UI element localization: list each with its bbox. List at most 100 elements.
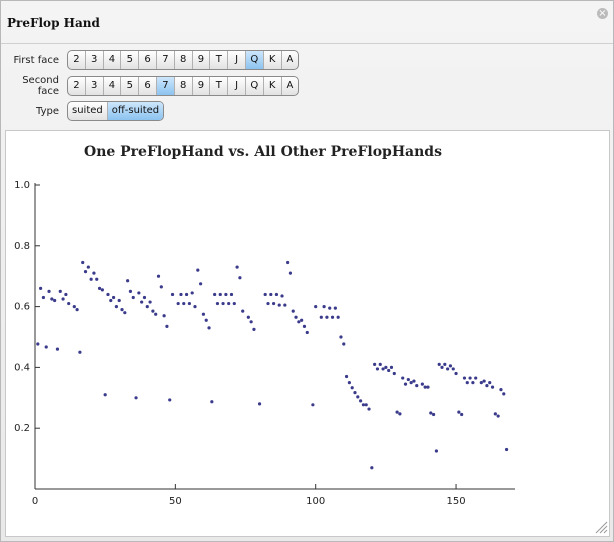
setter-button[interactable]: A: [280, 51, 299, 69]
point: [232, 301, 236, 306]
point: [227, 301, 231, 306]
point: [381, 367, 385, 371]
point: [291, 309, 295, 313]
control-row: Type suited off-suited: [1, 101, 165, 121]
setter-button[interactable]: K: [262, 77, 281, 95]
point: [423, 385, 427, 389]
point: [86, 265, 90, 269]
chart: One PreFlopHand vs. All Other PreFlopHan…: [14, 144, 608, 534]
close-button[interactable]: ×: [597, 8, 608, 19]
setter-button[interactable]: 9: [191, 51, 210, 69]
point: [106, 292, 110, 297]
point: [288, 271, 293, 275]
setter-button[interactable]: J: [227, 51, 245, 69]
point: [294, 315, 298, 319]
setter-button[interactable]: 5: [120, 51, 138, 69]
point: [199, 282, 203, 286]
point: [140, 300, 144, 304]
setter-button[interactable]: 3: [84, 77, 103, 95]
x-tick-label: 0: [32, 496, 38, 507]
point: [493, 412, 497, 416]
point: [378, 362, 382, 366]
point: [415, 384, 419, 388]
point: [145, 305, 149, 309]
point: [55, 347, 60, 351]
setter-button[interactable]: 7: [155, 51, 174, 69]
setter-button[interactable]: 2: [73, 80, 80, 91]
point: [375, 367, 380, 371]
point: [213, 292, 217, 297]
point: [134, 396, 138, 400]
point: [280, 294, 284, 298]
setter-button[interactable]: 9: [191, 77, 210, 95]
setter-button[interactable]: off-suited: [106, 102, 164, 120]
point: [305, 330, 309, 335]
point: [451, 367, 455, 371]
point: [83, 270, 88, 274]
point: [311, 403, 315, 407]
point: [263, 292, 267, 297]
setter-button[interactable]: K: [262, 51, 281, 69]
setter-button[interactable]: T: [209, 77, 227, 95]
panel-title: PreFlop Hand: [7, 16, 100, 30]
point: [361, 403, 366, 407]
setter-button[interactable]: 4: [102, 77, 121, 95]
setter-button[interactable]: 3: [84, 51, 103, 69]
point: [257, 402, 262, 406]
point: [384, 365, 388, 369]
point: [499, 387, 503, 392]
setter-button[interactable]: 8: [173, 77, 192, 95]
point: [170, 292, 175, 297]
point: [58, 289, 62, 293]
y-tick-label: 0.4: [14, 362, 30, 373]
setter-button[interactable]: 6: [138, 77, 156, 95]
setter-button[interactable]: 5: [120, 77, 138, 95]
point: [488, 381, 492, 385]
point: [39, 286, 43, 290]
point: [215, 301, 220, 306]
point: [401, 376, 405, 380]
point: [344, 374, 349, 379]
setter-button[interactable]: 8: [173, 51, 192, 69]
point: [229, 292, 234, 297]
point: [207, 326, 211, 330]
setter-button[interactable]: 2: [73, 54, 80, 65]
point: [387, 368, 391, 373]
resize-grip[interactable]: [595, 521, 608, 534]
point: [111, 295, 116, 300]
point: [359, 399, 363, 403]
setter-button[interactable]: 4: [102, 51, 121, 69]
setter-button[interactable]: Q: [244, 51, 263, 69]
y-tick-label: 0.2: [14, 423, 30, 434]
point: [302, 324, 307, 328]
point: [221, 301, 225, 306]
point: [53, 298, 57, 303]
button-group: suited off-suited: [67, 101, 165, 121]
setter-button[interactable]: Q: [244, 77, 263, 95]
setter-button[interactable]: suited: [72, 105, 103, 116]
point: [479, 381, 483, 385]
setter-button[interactable]: T: [209, 51, 227, 69]
point: [277, 303, 281, 307]
point: [61, 297, 65, 301]
point: [319, 315, 323, 319]
setter-button[interactable]: 7: [155, 77, 174, 95]
point: [465, 381, 469, 385]
point: [151, 309, 155, 313]
setter-button[interactable]: J: [227, 77, 245, 95]
chart-title: One PreFlopHand vs. All Other PreFlopHan…: [84, 144, 442, 160]
point: [184, 292, 189, 297]
point: [474, 376, 478, 380]
point: [266, 301, 270, 306]
setter-button[interactable]: 6: [138, 51, 156, 69]
point: [241, 309, 245, 313]
point: [123, 311, 127, 315]
point: [420, 382, 424, 386]
point: [168, 398, 172, 402]
point: [67, 301, 71, 306]
point: [81, 260, 85, 265]
point: [182, 301, 186, 306]
setter-button[interactable]: A: [280, 77, 299, 95]
